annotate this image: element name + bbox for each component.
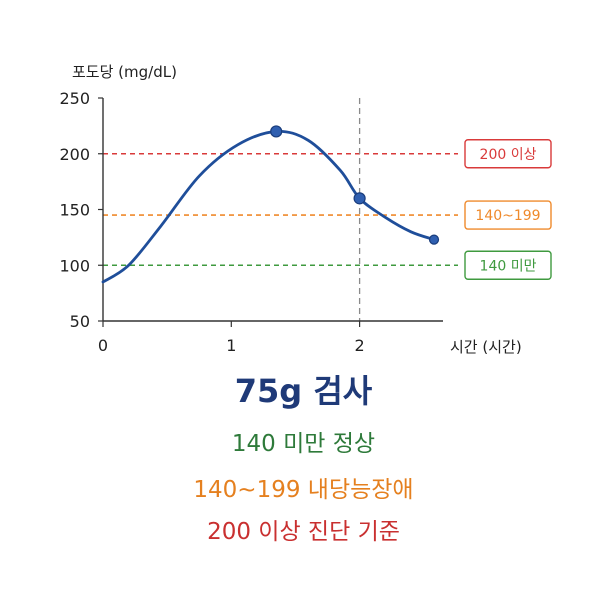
y-tick-label: 100: [59, 256, 90, 275]
x-tick-label: 1: [226, 336, 236, 355]
threshold-badge-label: 140~199: [475, 208, 540, 224]
data-point-0: [270, 125, 283, 138]
threshold-badge-label: 200 이상: [480, 147, 537, 163]
y-tick-label: 50: [70, 312, 90, 331]
threshold-badge-box: [464, 250, 552, 280]
y-axis-title: 포도당 (mg/dL): [72, 63, 177, 81]
threshold-badge-box: [464, 200, 552, 230]
x-tick-label: 0: [98, 336, 108, 355]
threshold-badge-box: [464, 139, 552, 169]
y-tick-label: 250: [59, 89, 90, 108]
caption-normal: 140 미만 정상: [231, 431, 376, 457]
headline-75g-test: 75g 검사: [234, 372, 373, 410]
threshold-badge-1: 140~199: [464, 200, 552, 230]
data-point-2: [428, 234, 440, 245]
caption-impaired-tolerance: 140~199 내당능장애: [193, 477, 414, 503]
threshold-badge-0: 200 이상: [464, 139, 552, 169]
x-axis-title: 시간 (시간): [450, 338, 522, 356]
threshold-badge-label: 140 미만: [480, 258, 537, 274]
threshold-badge-2: 140 미만: [464, 250, 552, 280]
y-tick-label: 200: [59, 145, 90, 164]
y-tick-label: 150: [59, 201, 90, 220]
x-tick-label: 2: [355, 336, 365, 355]
data-point-1: [353, 192, 366, 205]
glucose-chart: 50 100 150 200 250 0 1 2 포도당 (mg/dL) 시간 (시간) 200 …: [59, 63, 552, 356]
caption-diagnosis-criteria: 200 이상 진단 기준: [207, 519, 400, 545]
glucose-curve: [101, 129, 436, 284]
